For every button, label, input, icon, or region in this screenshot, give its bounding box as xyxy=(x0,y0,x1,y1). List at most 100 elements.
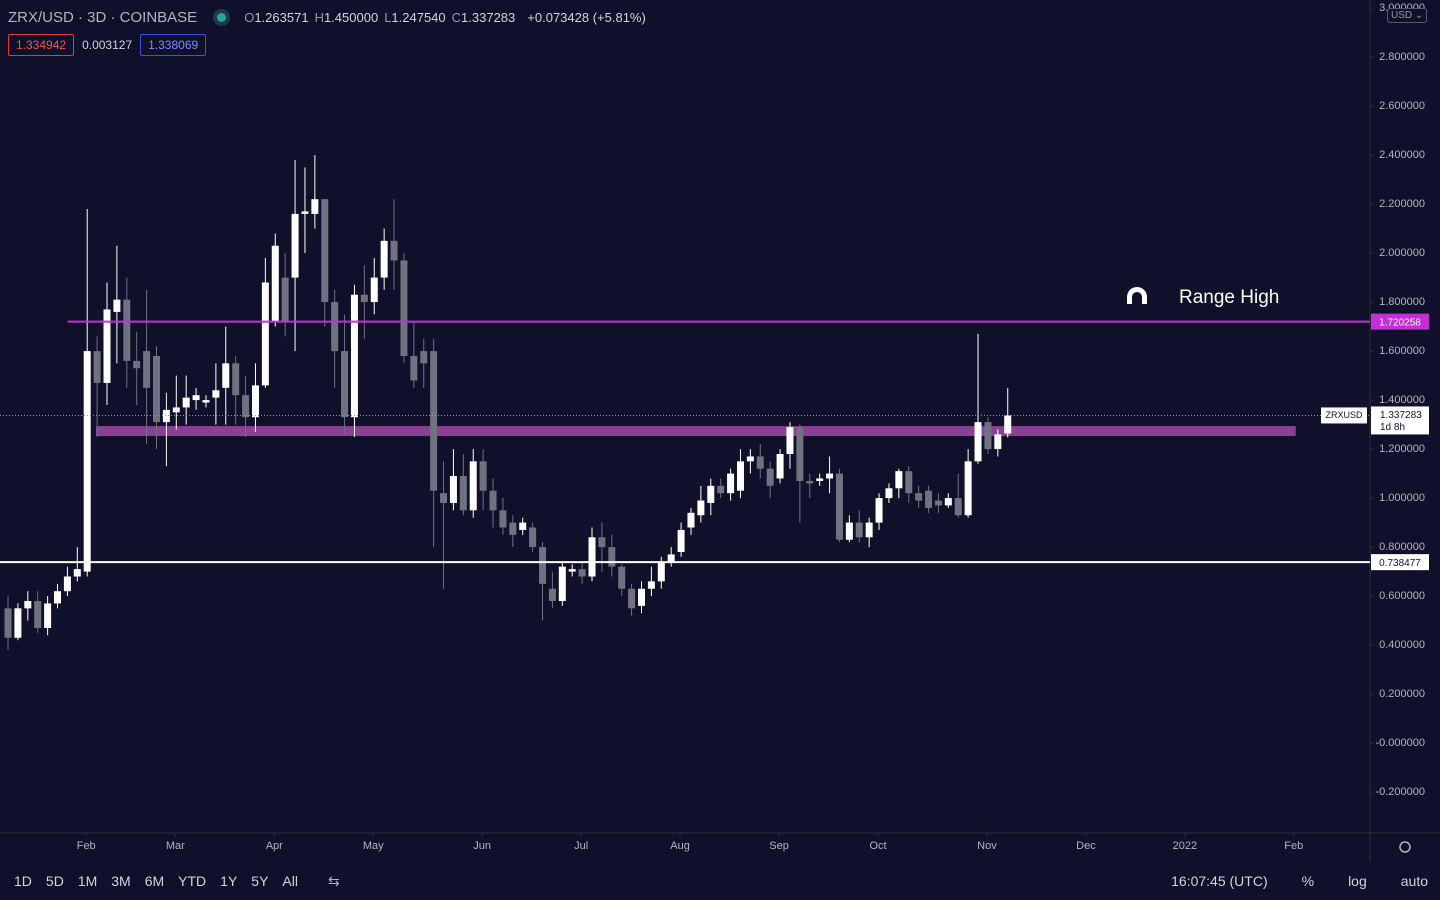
range-button[interactable]: All xyxy=(282,873,298,889)
price-label-box xyxy=(1371,554,1429,571)
range-button[interactable]: 6M xyxy=(144,873,165,889)
settings-icon[interactable] xyxy=(1399,841,1411,853)
candle-body xyxy=(608,547,616,567)
candle-body xyxy=(915,493,923,501)
range-button[interactable]: YTD xyxy=(178,873,207,889)
candle-body xyxy=(855,522,863,538)
ohlc-key: H xyxy=(314,9,324,25)
x-tick-label: Nov xyxy=(977,840,997,852)
candle-body xyxy=(14,608,22,638)
compare-icon[interactable]: ⇆ xyxy=(327,872,340,889)
scale-option[interactable]: auto xyxy=(1400,873,1428,889)
price-label: 0.738477 xyxy=(1379,558,1421,569)
candle-body xyxy=(568,569,576,572)
range-button[interactable]: 5Y xyxy=(251,873,269,889)
status-dot xyxy=(217,12,227,22)
magnet-icon xyxy=(1127,287,1147,304)
candle-body xyxy=(548,588,556,601)
ohlc-key: L xyxy=(384,9,392,25)
candle-body xyxy=(73,569,81,577)
countdown: 1d 8h xyxy=(1380,422,1405,433)
y-tick-label: 2.800000 xyxy=(1379,51,1425,63)
y-tick-label: 1.800000 xyxy=(1379,296,1425,308)
candle-body xyxy=(133,360,141,369)
candle-body xyxy=(756,456,764,469)
y-tick-label: 0.400000 xyxy=(1379,639,1425,651)
candle-body xyxy=(390,240,398,261)
y-tick-label: 0.800000 xyxy=(1379,541,1425,553)
candle-body xyxy=(707,485,715,503)
candle-body xyxy=(885,488,893,499)
candle-body xyxy=(281,277,289,322)
candle-body xyxy=(984,422,992,450)
x-tick-label: Mar xyxy=(166,840,185,852)
candle-body xyxy=(469,461,477,511)
candle-body xyxy=(588,537,596,577)
support-zone xyxy=(96,426,1296,437)
ohlc-key: O xyxy=(244,9,255,25)
symbol-label: ZRXUSD xyxy=(1325,410,1363,420)
candle-body xyxy=(301,211,309,214)
candle-body xyxy=(539,547,547,584)
y-tick-label: 0.600000 xyxy=(1379,590,1425,602)
x-tick-label: Jul xyxy=(574,840,588,852)
currency: USD xyxy=(1391,10,1413,21)
price-label-box xyxy=(1371,313,1429,330)
ohlc-value: 1.337283 xyxy=(461,9,516,25)
candle-body xyxy=(380,240,388,278)
candle-body xyxy=(796,427,804,481)
range-button[interactable]: 3M xyxy=(111,873,131,889)
candle-body xyxy=(182,397,190,408)
candle-body xyxy=(360,294,368,303)
candle-body xyxy=(4,608,12,638)
range-button[interactable]: 1D xyxy=(14,873,32,889)
y-tick-label: -0.200000 xyxy=(1375,786,1425,798)
x-tick-label: Sep xyxy=(769,840,789,852)
range-button[interactable]: 1M xyxy=(77,873,98,889)
x-tick-label: Feb xyxy=(77,840,96,852)
y-tick-label: 1.000000 xyxy=(1379,492,1425,504)
scale-option[interactable]: log xyxy=(1348,873,1367,889)
candle-body xyxy=(786,427,794,454)
candle-body xyxy=(212,390,220,398)
scale-option[interactable]: % xyxy=(1301,873,1315,889)
symbol-box xyxy=(1321,407,1367,424)
currency-select[interactable]: USD ⌄ xyxy=(1387,8,1428,23)
candle-body xyxy=(994,434,1002,450)
x-tick-label: Oct xyxy=(870,840,887,852)
candle-body xyxy=(331,302,339,352)
clock: 16:07:45 (UTC) xyxy=(1171,873,1268,889)
x-tick-label: Dec xyxy=(1076,840,1096,852)
candle-body xyxy=(440,493,448,503)
candle-body xyxy=(271,245,279,322)
last-price-label: 1.337283 xyxy=(1380,410,1422,421)
range-button[interactable]: 5D xyxy=(45,873,64,889)
ask-box[interactable]: 1.338069 xyxy=(140,34,207,56)
y-tick-label: -0.000000 xyxy=(1375,737,1425,749)
candle-body xyxy=(736,461,744,491)
candle-body xyxy=(251,385,259,418)
ohlc-key: C xyxy=(451,9,462,25)
change: +0.073428 (+5.81%) xyxy=(527,9,646,25)
candle-body xyxy=(192,395,200,401)
legend-header: ZRX/USD · 3D · COINBASE O1.263571 H1.4500… xyxy=(0,0,646,34)
range-high-annotation: Range High xyxy=(1127,287,1279,308)
candle-body xyxy=(598,537,606,548)
candle-body xyxy=(162,409,170,423)
candle-body xyxy=(647,581,655,589)
y-tick-label: 1.600000 xyxy=(1379,345,1425,357)
candle-body xyxy=(954,498,962,516)
range-button[interactable]: 1Y xyxy=(220,873,238,889)
x-tick-label: 2022 xyxy=(1173,840,1197,852)
candle-body xyxy=(479,461,487,491)
candle-body xyxy=(578,569,586,577)
candle-body xyxy=(321,199,329,303)
annotation-text: Range High xyxy=(1179,287,1279,308)
candle-body xyxy=(449,476,457,503)
ohlc: O1.263571 H1.450000 L1.247540 C1.337283 xyxy=(244,10,521,25)
candle-body xyxy=(509,522,517,535)
candle-body xyxy=(93,351,101,383)
candle-body xyxy=(410,355,418,381)
candle-body xyxy=(529,527,537,548)
bid-box[interactable]: 1.334942 xyxy=(8,34,75,56)
